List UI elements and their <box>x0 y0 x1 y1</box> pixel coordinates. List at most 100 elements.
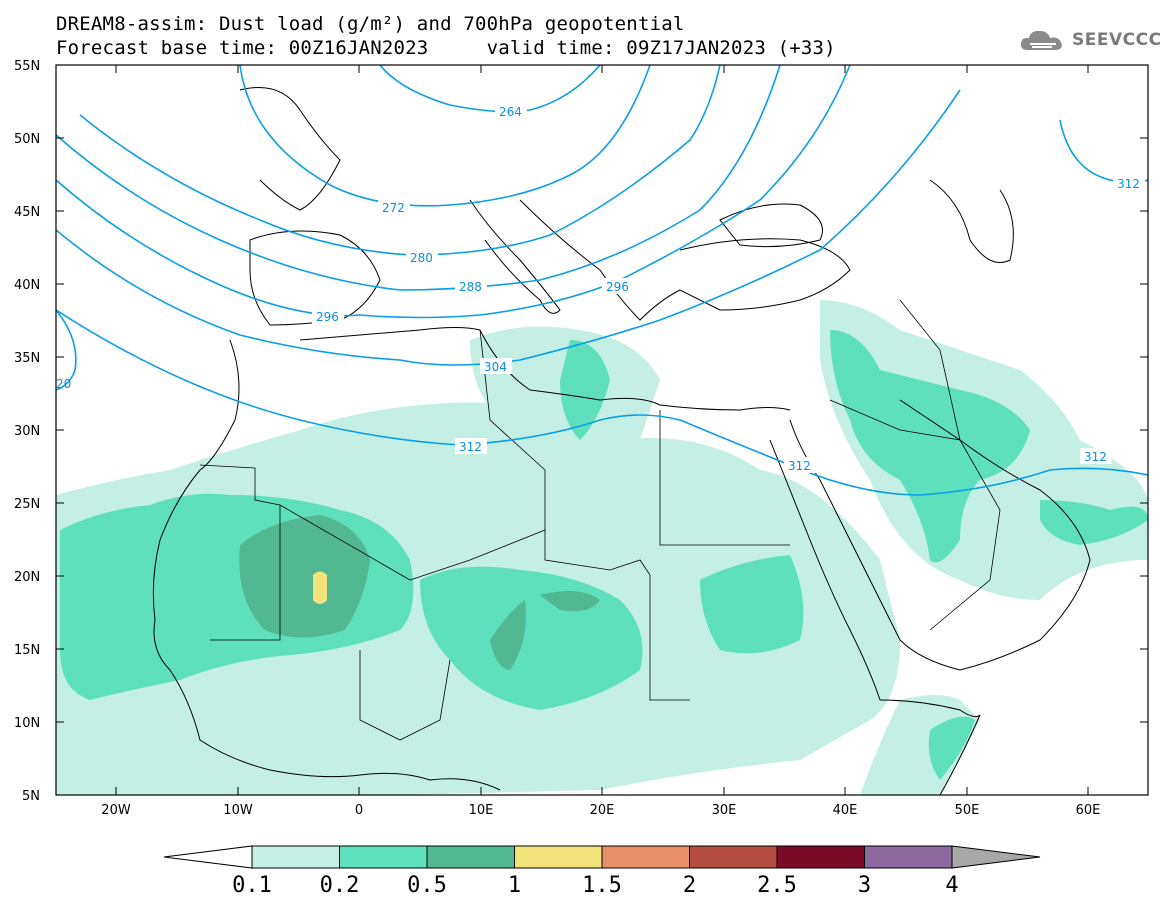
coastlines <box>152 87 1091 795</box>
contour-label-312b: 312 <box>788 459 811 473</box>
coast-balkans-greece <box>519 199 721 321</box>
seevccc-logo: SEEVCCC <box>1018 26 1162 54</box>
colorbar-bin <box>426 845 515 869</box>
logo-text: SEEVCCC <box>1072 30 1162 50</box>
coast-turkey <box>679 238 851 311</box>
contour-label-320: 20 <box>56 377 71 391</box>
coast-caspian <box>929 179 1014 263</box>
contour-312 <box>56 309 1148 496</box>
lat-label: 10N <box>14 716 40 731</box>
lat-label: 15N <box>14 643 40 658</box>
colorbar-bin <box>601 845 690 869</box>
contour-label-272: 272 <box>382 201 405 215</box>
lon-axis <box>115 65 1089 795</box>
contour-312-east <box>1059 119 1148 184</box>
border-libya-egypt <box>659 410 790 546</box>
contour-label-280: 280 <box>410 251 433 265</box>
lon-label: 10E <box>469 803 494 818</box>
lon-label: 20E <box>590 803 615 818</box>
contour-labels: 264 272 280 288 296 296 304 312 312 312 … <box>56 103 1145 473</box>
colorbar-label: 2 <box>683 873 696 898</box>
lat-label: 55N <box>14 59 40 74</box>
dust-medium-sudan <box>700 555 804 654</box>
coast-italy <box>469 199 561 314</box>
coast-black-sea <box>719 203 823 248</box>
coast-horn <box>879 699 981 795</box>
lat-label: 40N <box>14 278 40 293</box>
colorbar-label: 0.1 <box>232 873 272 898</box>
dust-high-mali <box>239 515 370 638</box>
map-subtitle: Forecast base time: 00Z16JAN2023 valid t… <box>56 37 836 59</box>
dust-high-chad <box>540 591 600 612</box>
dust-medium-gulf <box>1040 500 1148 545</box>
colorbar-bin <box>514 845 603 869</box>
lat-label: 5N <box>22 789 40 804</box>
dust-medium-libya <box>560 340 610 440</box>
lon-label: 20W <box>101 803 131 818</box>
colorbar-bin <box>339 845 428 869</box>
lat-labels: 55N 50N 45N 40N 35N 30N 25N 20N 15N 10N … <box>14 59 40 804</box>
colorbar-label: 1 <box>508 873 521 898</box>
colorbar-labels: 0.1 0.2 0.5 1 1.5 2 2.5 3 4 <box>232 873 959 898</box>
lon-label: 10W <box>223 803 253 818</box>
colorbar-bin <box>689 845 778 869</box>
border-saudi <box>829 399 1001 631</box>
lon-label: 50E <box>955 803 980 818</box>
border-nigeria <box>359 650 451 741</box>
colorbar-label: 0.2 <box>320 873 360 898</box>
borders <box>199 299 1001 741</box>
lat-label: 50N <box>14 132 40 147</box>
contour-label-312a: 312 <box>459 440 482 454</box>
lon-label: 30E <box>712 803 737 818</box>
dust-peak <box>313 571 327 604</box>
colorbar-label: 1.5 <box>582 873 622 898</box>
colorbar-bin <box>251 845 340 869</box>
dust-field <box>56 300 1148 795</box>
coast-iberia <box>249 230 381 326</box>
lon-label: 40E <box>833 803 858 818</box>
dust-medium-horn <box>928 716 975 780</box>
lon-label: 60E <box>1076 803 1101 818</box>
colorbar <box>163 845 1041 869</box>
dust-medium-iraq <box>830 330 1030 563</box>
colorbar-label: 0.5 <box>407 873 447 898</box>
coast-red-sea <box>769 439 881 701</box>
contour-label-264: 264 <box>499 105 522 119</box>
lat-label: 30N <box>14 424 40 439</box>
dust-high-niger <box>490 600 526 670</box>
border-iran-iraq <box>899 299 961 441</box>
colorbar-over-triangle <box>951 845 1041 869</box>
colorbar-label: 3 <box>858 873 871 898</box>
colorbar-label: 2.5 <box>757 873 797 898</box>
lat-label: 25N <box>14 497 40 512</box>
coast-med-north-africa <box>299 327 791 411</box>
colorbar-under-triangle <box>163 845 253 869</box>
map-title: DREAM8-assim: Dust load (g/m²) and 700hP… <box>56 13 685 35</box>
contour-264 <box>379 65 601 113</box>
contour-304 <box>56 89 961 366</box>
cloud-icon <box>1020 30 1062 50</box>
colorbar-label: 4 <box>945 873 958 898</box>
contour-label-288: 288 <box>459 280 482 294</box>
lat-label: 35N <box>14 351 40 366</box>
colorbar-bin <box>864 845 953 869</box>
border-sudan <box>649 575 690 701</box>
lon-label: 0 <box>355 803 363 818</box>
contour-296 <box>56 65 851 319</box>
border-mali-algeria <box>199 464 411 581</box>
border-niger-chad <box>409 529 651 581</box>
contour-label-296b: 296 <box>606 280 629 294</box>
contour-label-312c: 312 <box>1084 450 1107 464</box>
lat-axis <box>56 64 1148 723</box>
lat-label: 45N <box>14 205 40 220</box>
coast-west-africa <box>152 339 501 791</box>
coast-arabia <box>789 399 1091 671</box>
contour-label-296a: 296 <box>316 310 339 324</box>
lon-labels: 20W 10W 0 10E 20E 30E 40E 50E 60E <box>101 803 1100 818</box>
colorbar-bin <box>776 845 865 869</box>
contour-label-304: 304 <box>484 360 507 374</box>
border-algeria-libya <box>479 329 546 530</box>
border-mali <box>210 505 281 641</box>
contour-label-312d: 312 <box>1117 177 1140 191</box>
